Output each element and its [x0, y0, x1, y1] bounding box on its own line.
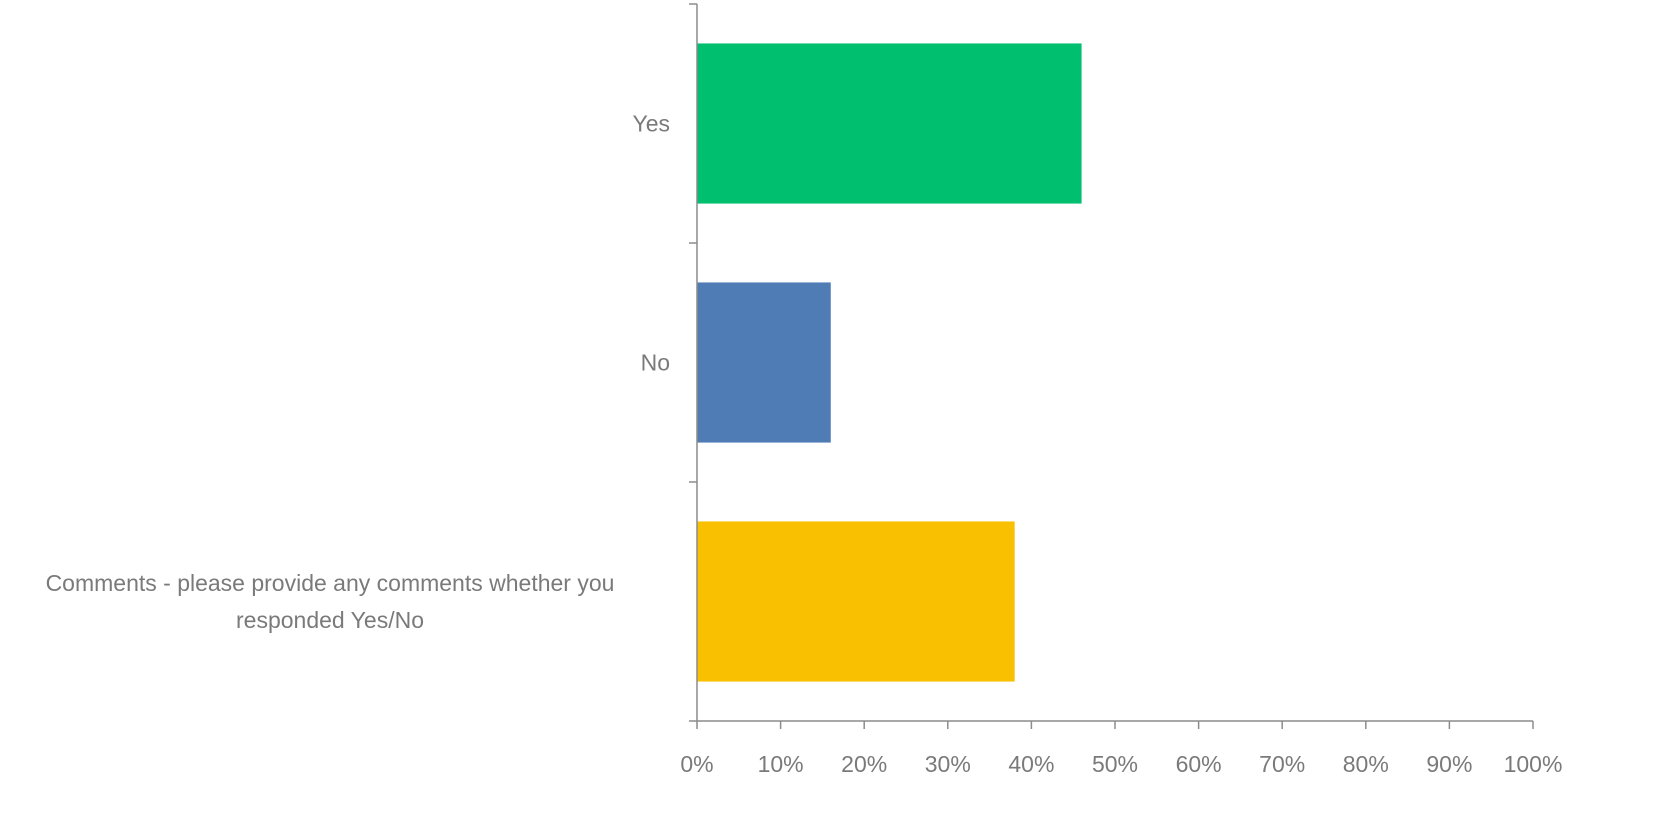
bar-1 — [697, 282, 831, 443]
x-tick-label: 40% — [1008, 751, 1054, 777]
bar-2 — [697, 521, 1015, 682]
x-tick-label: 20% — [841, 751, 887, 777]
category-label-0: Yes — [632, 110, 670, 136]
x-tick-label: 70% — [1259, 751, 1305, 777]
x-tick-label: 80% — [1343, 751, 1389, 777]
category-label-2: Comments - please provide any comments w… — [45, 569, 615, 633]
x-tick-label: 10% — [758, 751, 804, 777]
x-tick-label: 50% — [1092, 751, 1138, 777]
bar-0 — [697, 43, 1082, 204]
x-tick-label: 0% — [680, 751, 713, 777]
x-tick-label: 90% — [1426, 751, 1472, 777]
category-label-1: No — [640, 349, 670, 375]
x-tick-label: 100% — [1504, 751, 1563, 777]
x-tick-label: 60% — [1176, 751, 1222, 777]
x-tick-label: 30% — [925, 751, 971, 777]
